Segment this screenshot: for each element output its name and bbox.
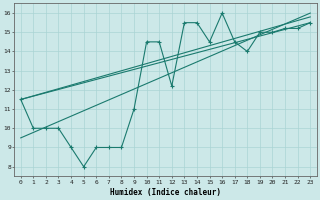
X-axis label: Humidex (Indice chaleur): Humidex (Indice chaleur) [110, 188, 221, 197]
